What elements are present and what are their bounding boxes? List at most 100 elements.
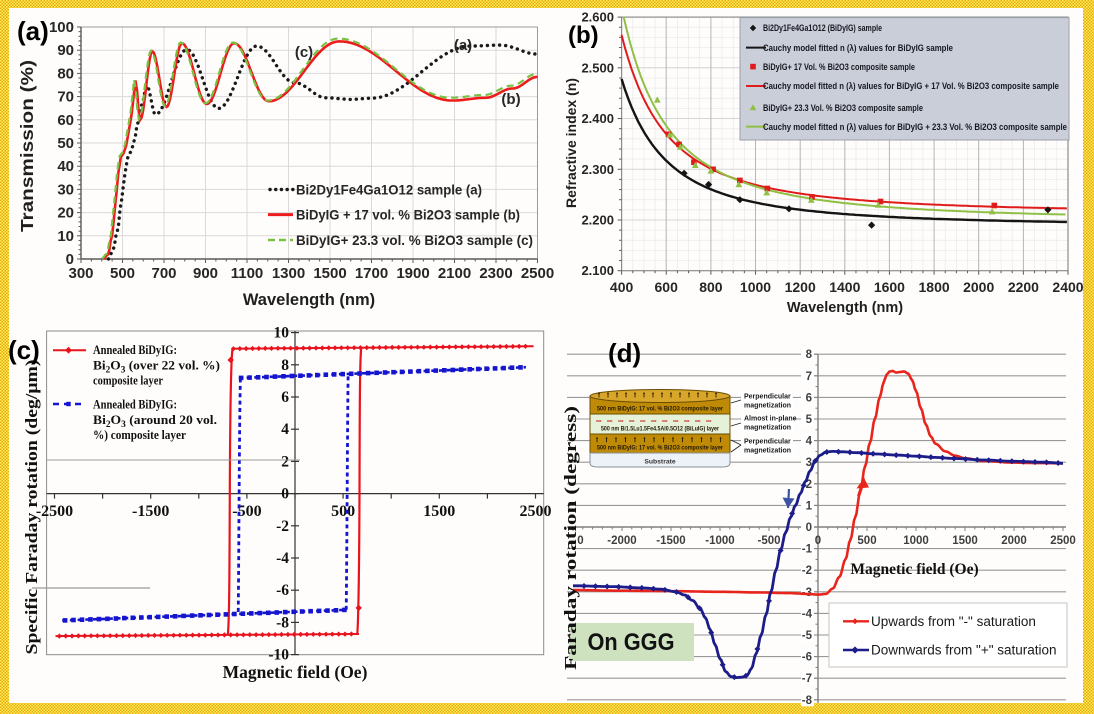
svg-text:80: 80: [57, 65, 74, 82]
svg-text:-4: -4: [276, 550, 289, 567]
svg-text:500: 500: [110, 265, 135, 282]
svg-text:On GGG: On GGG: [588, 629, 675, 656]
svg-text:Cauchy model fitted n (λ) valu: Cauchy model fitted n (λ) values for BiD…: [763, 81, 1059, 91]
svg-text:composite layer: composite layer: [93, 373, 163, 388]
svg-text:4: 4: [281, 421, 289, 438]
svg-text:-1500: -1500: [132, 503, 169, 520]
svg-text:Upwards from "-" saturation: Upwards from "-" saturation: [871, 614, 1036, 629]
svg-text:1100: 1100: [231, 265, 264, 282]
svg-text:BiDyIG+ 23.3 vol. % Bi2O3 samp: BiDyIG+ 23.3 vol. % Bi2O3 sample (c): [296, 232, 533, 248]
svg-text:-8: -8: [802, 695, 813, 707]
svg-text:-2500: -2500: [36, 503, 73, 520]
svg-text:30: 30: [57, 181, 74, 198]
svg-text:(a): (a): [17, 16, 49, 46]
svg-text:Magnetic field (Oe): Magnetic field (Oe): [223, 662, 368, 682]
svg-text:-4: -4: [802, 608, 813, 620]
svg-text:20: 20: [57, 205, 74, 222]
svg-text:-2: -2: [276, 518, 289, 535]
svg-text:(c): (c): [8, 335, 40, 365]
svg-text:-1: -1: [802, 544, 813, 556]
svg-text:60: 60: [57, 112, 74, 129]
svg-text:Cauchy model fitted n (λ) valu: Cauchy model fitted n (λ) values for BiD…: [763, 122, 1067, 132]
svg-text:2000: 2000: [1001, 535, 1027, 547]
svg-text:Annealed BiDyIG:: Annealed BiDyIG:: [93, 342, 177, 357]
svg-text:40: 40: [57, 158, 74, 175]
svg-text:Cauchy model fitted n (λ) valu: Cauchy model fitted n (λ) values for BiD…: [763, 43, 953, 53]
svg-text:Downwards from "+" saturation: Downwards from "+" saturation: [871, 643, 1057, 658]
svg-text:2400: 2400: [1052, 279, 1083, 295]
svg-text:1800: 1800: [919, 279, 950, 295]
svg-text:magnetization: magnetization: [744, 425, 791, 432]
svg-text:Refractive index (n): Refractive index (n): [563, 78, 579, 208]
svg-text:1900: 1900: [396, 265, 429, 282]
svg-text:1200: 1200: [785, 279, 816, 295]
svg-text:(d): (d): [608, 338, 641, 368]
svg-text:1500: 1500: [313, 265, 346, 282]
svg-text:1500: 1500: [952, 535, 978, 547]
svg-text:magnetization: magnetization: [744, 403, 791, 410]
svg-text:8: 8: [281, 357, 289, 374]
svg-text:Wavelength (nm): Wavelength (nm): [243, 291, 375, 309]
svg-text:BiDyIG + 17 vol. % Bi2O3 sampl: BiDyIG + 17 vol. % Bi2O3 sample (b): [296, 207, 520, 223]
svg-text:6: 6: [806, 392, 812, 404]
svg-text:1600: 1600: [874, 279, 905, 295]
svg-text:1000: 1000: [740, 279, 771, 295]
svg-text:2500: 2500: [520, 503, 552, 520]
svg-text:(b): (b): [501, 91, 520, 108]
svg-text:0: 0: [815, 535, 821, 547]
svg-text:0: 0: [806, 522, 812, 534]
svg-text:%) composite layer: %) composite layer: [93, 427, 186, 442]
svg-text:Perpendicular: Perpendicular: [744, 439, 791, 446]
svg-text:100: 100: [49, 19, 74, 36]
svg-text:900: 900: [193, 265, 218, 282]
svg-text:300: 300: [68, 265, 93, 282]
svg-text:Almost in-plane: Almost in-plane: [744, 416, 797, 423]
svg-text:(c): (c): [295, 44, 313, 61]
svg-text:-6: -6: [276, 582, 289, 599]
svg-text:2.300: 2.300: [581, 162, 614, 177]
svg-text:2100: 2100: [438, 265, 471, 282]
svg-text:6: 6: [281, 389, 289, 406]
svg-text:2.200: 2.200: [581, 213, 614, 228]
svg-text:BiDyIG+ 23.3 Vol. % Bi2O3 comp: BiDyIG+ 23.3 Vol. % Bi2O3 composite samp…: [763, 103, 923, 113]
svg-text:1700: 1700: [355, 265, 388, 282]
svg-text:Perpendicular: Perpendicular: [744, 394, 791, 401]
svg-text:1500: 1500: [423, 503, 455, 520]
svg-text:500: 500: [857, 535, 876, 547]
svg-text:Bi2O3 (around 20 vol.: Bi2O3 (around 20 vol.: [93, 412, 217, 429]
svg-text:-8: -8: [276, 614, 289, 631]
svg-text:Annealed BiDyIG:: Annealed BiDyIG:: [93, 397, 177, 412]
svg-text:4: 4: [806, 436, 813, 448]
svg-text:50: 50: [57, 135, 74, 152]
svg-text:-1500: -1500: [656, 535, 685, 547]
svg-text:Bi2Dy1Fe4Ga1O12 sample (a): Bi2Dy1Fe4Ga1O12 sample (a): [296, 182, 482, 198]
svg-text:-7: -7: [802, 673, 812, 685]
svg-text:-2000: -2000: [607, 535, 636, 547]
svg-text:600: 600: [655, 279, 679, 295]
svg-text:2.100: 2.100: [581, 263, 614, 278]
svg-text:3: 3: [806, 457, 812, 469]
svg-text:-2: -2: [802, 565, 812, 577]
svg-text:90: 90: [57, 42, 74, 59]
svg-text:2000: 2000: [963, 279, 994, 295]
svg-text:magnetization: magnetization: [744, 448, 791, 455]
svg-text:-5: -5: [802, 630, 813, 642]
svg-text:2300: 2300: [479, 265, 512, 282]
svg-text:7: 7: [806, 371, 812, 383]
svg-text:Substrate: Substrate: [644, 459, 676, 466]
svg-text:10: 10: [274, 325, 290, 342]
svg-text:2.500: 2.500: [581, 60, 614, 75]
svg-text:1400: 1400: [829, 279, 860, 295]
svg-text:-10: -10: [268, 647, 289, 664]
svg-text:500 nm BiDyIG: 17 vol. % Bi2O3: 500 nm BiDyIG: 17 vol. % Bi2O3 composite…: [597, 406, 723, 413]
svg-text:2200: 2200: [1008, 279, 1039, 295]
svg-text:-500: -500: [232, 503, 261, 520]
svg-text:-500: -500: [757, 535, 780, 547]
svg-text:Bi2Dy1Fe4Ga1O12 (BiDyIG) sampl: Bi2Dy1Fe4Ga1O12 (BiDyIG) sample: [763, 23, 882, 33]
svg-text:1300: 1300: [272, 265, 305, 282]
svg-text:8: 8: [806, 349, 813, 361]
svg-text:-6: -6: [802, 652, 812, 664]
svg-text:Wavelength (nm): Wavelength (nm): [787, 300, 903, 316]
svg-text:BiDyIG+ 17 Vol. % Bi2O3 compos: BiDyIG+ 17 Vol. % Bi2O3 composite sample: [763, 62, 915, 72]
svg-text:500: 500: [331, 503, 355, 520]
